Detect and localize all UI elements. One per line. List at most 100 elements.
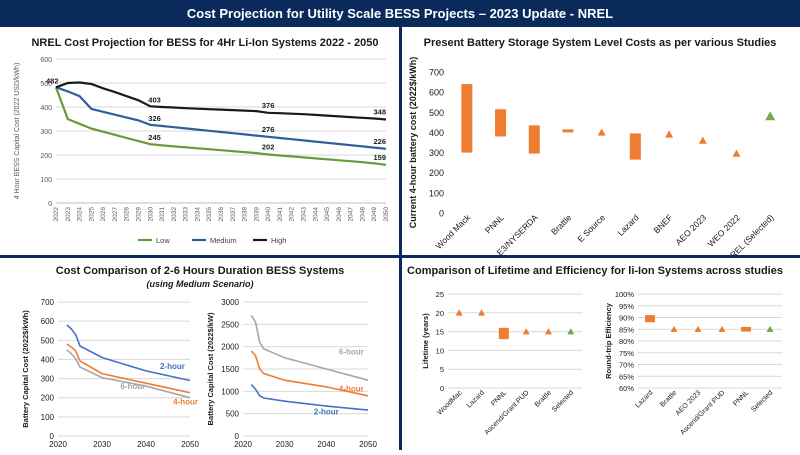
x-tick-label: E Source (575, 212, 607, 244)
line-low (54, 86, 387, 166)
y-tick-label: 100 (40, 177, 52, 184)
x-tick-label: 2046 (336, 207, 343, 222)
y-tick-label: 85% (619, 325, 634, 334)
legend-label: High (271, 236, 286, 245)
y-tick-label: 20 (436, 309, 444, 318)
point-marker (766, 325, 774, 332)
series-line (250, 350, 369, 397)
x-tick-label: 2040 (317, 440, 335, 449)
y-tick-label: 600 (41, 317, 55, 326)
point-marker (698, 136, 707, 144)
y-tick-label: 500 (226, 410, 240, 419)
x-tick-label: 2030 (147, 207, 154, 222)
x-tick-label: 2041 (277, 207, 284, 222)
series-label: 4-hour (173, 397, 198, 406)
y-tick-label: 80% (619, 337, 634, 346)
x-tick-label: 2030 (93, 440, 111, 449)
y-tick-label: 600 (40, 57, 52, 64)
y-tick-label: 500 (429, 108, 444, 118)
x-tick-label: Brattle (659, 389, 678, 408)
y-tick-label: 1000 (221, 387, 239, 396)
y-tick-label: 2000 (221, 343, 239, 352)
data-label: 403 (148, 95, 161, 104)
y-tick-label: 0 (439, 209, 444, 219)
x-tick-label: 2033 (183, 207, 190, 222)
series-label: 2-hour (314, 408, 339, 417)
y-axis-label: Current 4-hour battery cost (2022$/kWh) (408, 57, 418, 229)
point-marker (597, 128, 606, 136)
y-axis-label: Battery Capital Cost (2022$/kWh) (21, 310, 30, 428)
y-tick-label: 15 (436, 328, 444, 337)
y-axis-label: 4 Hour BESS Capital Cost (2022 USD/kWh) (14, 63, 21, 200)
x-tick-label: 2024 (77, 207, 84, 222)
range-bar (629, 133, 641, 160)
x-tick-label: 2039 (253, 207, 260, 222)
y-tick-label: 65% (619, 372, 634, 381)
legend-label: Low (156, 236, 170, 245)
y-tick-label: 3000 (221, 298, 239, 307)
x-tick-label: AEO 2023 (673, 212, 708, 247)
y-tick-label: 500 (40, 81, 52, 88)
y-tick-label: 100% (615, 290, 635, 299)
series-line (66, 349, 191, 399)
data-label: 159 (373, 153, 386, 162)
x-tick-label: BNEF (651, 212, 674, 235)
series-line (250, 384, 369, 411)
x-tick-label: 2043 (301, 207, 308, 222)
x-tick-label: 2045 (324, 207, 331, 222)
range-bar (741, 326, 751, 332)
point-marker (718, 325, 726, 332)
x-tick-label: 2040 (137, 440, 155, 449)
x-tick-label: Lazard (466, 389, 486, 409)
series-line (66, 324, 191, 382)
x-tick-label: 2050 (181, 440, 199, 449)
comparison-chart: Cost Comparison of 2-6 Hours Duration BE… (21, 265, 377, 449)
y-tick-label: 400 (41, 355, 55, 364)
range-bar (498, 327, 509, 340)
y-tick-label: 0 (440, 384, 444, 393)
y-axis-label: Lifetime (years) (421, 313, 430, 369)
x-tick-label: 2022 (53, 207, 60, 222)
data-label: 276 (262, 125, 275, 134)
y-tick-label: 1500 (221, 365, 239, 374)
point-marker (665, 130, 674, 138)
nrel-chart: NREL Cost Projection for BESS for 4Hr Li… (14, 37, 390, 245)
y-tick-label: 60% (619, 384, 634, 393)
point-marker (694, 325, 702, 332)
horizontal-divider (0, 255, 800, 258)
point-marker (522, 328, 530, 335)
x-tick-label: 2032 (171, 207, 178, 222)
data-label: 326 (148, 114, 161, 123)
y-tick-label: 25 (436, 290, 444, 299)
y-tick-label: 2500 (221, 320, 239, 329)
vertical-divider (399, 27, 402, 450)
line-high (55, 81, 387, 121)
x-tick-label: Selected (551, 389, 575, 413)
y-tick-label: 400 (429, 128, 444, 138)
series-label: 4-hour (339, 384, 364, 393)
lifetime-chart: Comparison of Lifetime and Efficiency fo… (407, 265, 783, 437)
page-banner: Cost Projection for Utility Scale BESS P… (0, 0, 800, 27)
data-label: 376 (262, 101, 275, 110)
y-tick-label: 10 (436, 346, 444, 355)
x-tick-label: 2027 (112, 207, 119, 222)
x-tick-label: 2023 (65, 207, 72, 222)
data-label: 245 (148, 133, 161, 142)
x-tick-label: 2025 (88, 207, 95, 222)
range-bar (528, 125, 540, 154)
y-tick-label: 600 (429, 88, 444, 98)
x-tick-label: 2050 (383, 207, 390, 222)
y-tick-label: 70% (619, 361, 634, 370)
x-tick-label: Lazard (634, 389, 654, 409)
y-tick-label: 100 (41, 413, 55, 422)
studies-panel: Present Battery Storage System Level Cos… (402, 27, 800, 264)
x-tick-label: 2026 (100, 207, 107, 222)
y-tick-label: 90% (619, 314, 634, 323)
point-marker (545, 328, 552, 335)
lifetime-panel: Comparison of Lifetime and Efficiency fo… (402, 258, 800, 450)
range-bar (645, 315, 655, 323)
y-tick-label: 100 (429, 188, 444, 198)
x-tick-label: 2036 (218, 207, 225, 222)
series-label: 6-hour (339, 348, 364, 357)
y-tick-label: 0 (48, 201, 52, 208)
